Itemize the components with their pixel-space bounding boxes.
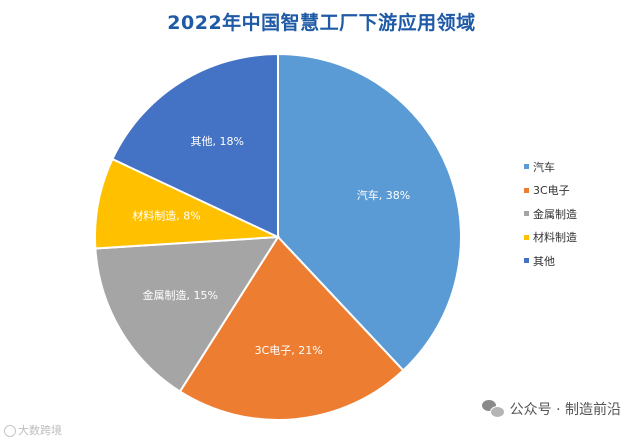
legend-swatch-1 [524, 187, 529, 193]
legend-item-4: 其他 [524, 249, 577, 273]
slice-label-3: 材料制造, 8% [132, 209, 200, 223]
slice-label-0: 汽车, 38% [357, 188, 410, 202]
watermark-left: 大数跨境 [4, 422, 62, 438]
pie-slices [94, 52, 462, 421]
legend-swatch-0 [524, 164, 529, 170]
pie-slice-0 [277, 52, 462, 372]
watermark-right: 公众号 · 制造前沿 [481, 399, 621, 419]
pie-labels: 汽车, 38% 3C电子, 21% 金属制造, 15% 材料制造, 8% 其他, 18% [132, 135, 410, 357]
slice-label-2: 金属制造, 15% [143, 288, 218, 302]
legend-swatch-3 [524, 234, 529, 240]
pie-slice-4 [111, 52, 279, 239]
legend-swatch-4 [524, 258, 529, 264]
watermark-logo-icon [4, 425, 16, 437]
legend-item-2: 金属制造 [524, 202, 577, 226]
watermark-left-text: 大数跨境 [18, 424, 62, 437]
slice-label-1: 3C电子, 21% [255, 344, 323, 357]
legend-label-3: 材料制造 [533, 231, 577, 245]
legend-label-2: 金属制造 [533, 207, 577, 221]
legend-swatch-2 [524, 211, 529, 217]
legend-label-0: 汽车 [533, 160, 555, 174]
pie-slice-2 [94, 235, 280, 393]
legend: 汽车 3C电子金属制造材料制造其他 [524, 155, 577, 273]
watermark-right-text: 公众号 · 制造前沿 [509, 402, 621, 418]
pie-slice-3 [94, 157, 279, 250]
chart-title: 2022年中国智慧工厂下游应用领域 [167, 12, 476, 34]
wechat-icon [481, 400, 505, 418]
legend-label-4: 其他 [533, 254, 555, 268]
legend-item-3: 材料制造 [524, 226, 577, 250]
legend-item-1: 3C电子 [524, 179, 577, 203]
legend-item-0: 汽车 [524, 155, 577, 179]
legend-label-1: 3C电子 [533, 184, 570, 198]
slice-label-4: 其他, 18% [190, 135, 243, 148]
pie-slice-1 [178, 235, 405, 421]
